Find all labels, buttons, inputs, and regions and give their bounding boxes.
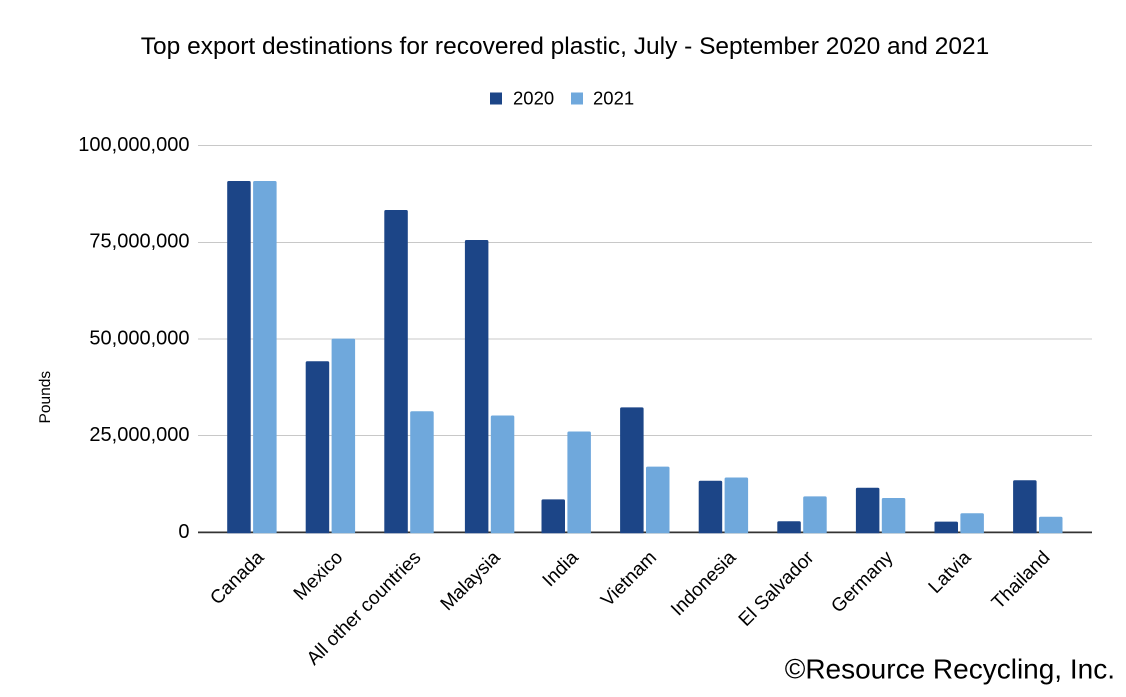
svg-text:75,000,000: 75,000,000 — [89, 231, 189, 253]
svg-text:2021: 2021 — [593, 87, 634, 108]
svg-text:©Resource Recycling, Inc.: ©Resource Recycling, Inc. — [785, 653, 1115, 684]
svg-text:2020: 2020 — [513, 87, 554, 108]
svg-text:Pounds: Pounds — [37, 371, 54, 424]
svg-text:25,000,000: 25,000,000 — [89, 424, 189, 446]
svg-text:50,000,000: 50,000,000 — [89, 327, 189, 349]
svg-text:Top export destinations for re: Top export destinations for recovered pl… — [141, 33, 989, 60]
svg-text:100,000,000: 100,000,000 — [78, 134, 189, 156]
svg-text:0: 0 — [178, 521, 189, 543]
